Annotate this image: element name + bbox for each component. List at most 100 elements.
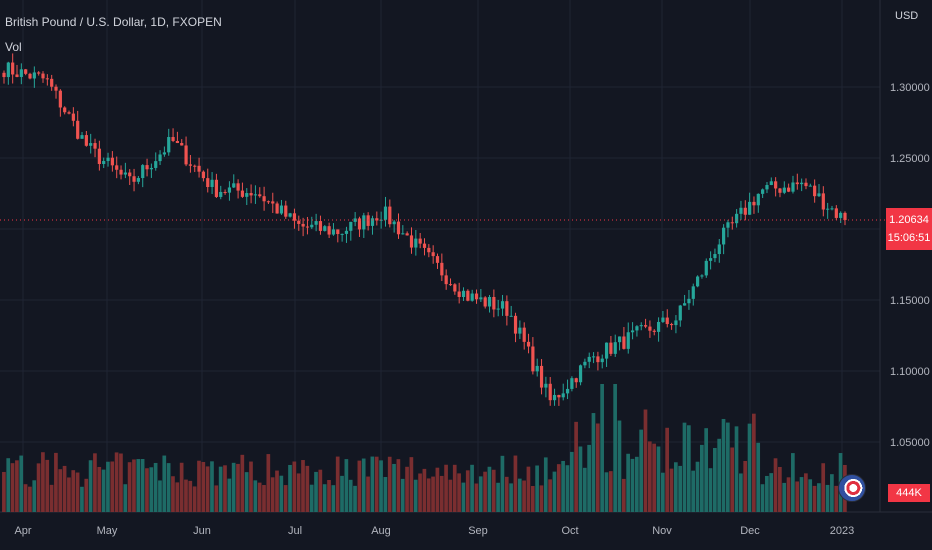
volume-bar bbox=[444, 464, 448, 512]
candle-body bbox=[32, 72, 36, 79]
candle-body bbox=[136, 178, 140, 182]
volume-bar bbox=[452, 464, 457, 512]
candle-body bbox=[717, 244, 721, 255]
candle-body bbox=[479, 297, 483, 300]
candle-body bbox=[50, 78, 54, 87]
volume-bar bbox=[418, 473, 422, 512]
us-flag-icon[interactable] bbox=[838, 474, 866, 502]
candle-body bbox=[622, 336, 626, 349]
volume-bar bbox=[171, 476, 175, 512]
candle-body bbox=[492, 296, 496, 310]
candle-body bbox=[713, 254, 717, 259]
volume-bar bbox=[283, 485, 288, 512]
candle-body bbox=[362, 215, 366, 230]
candle-body bbox=[548, 383, 552, 401]
candle-body bbox=[817, 193, 821, 197]
volume-bar bbox=[673, 462, 678, 512]
volume-bar bbox=[301, 460, 305, 512]
candle-body bbox=[141, 165, 145, 179]
x-tick-label: 2023 bbox=[830, 525, 854, 537]
candle-body bbox=[782, 187, 786, 193]
candle-body bbox=[271, 201, 275, 204]
candle-body bbox=[448, 284, 453, 286]
volume-bar bbox=[621, 478, 626, 512]
candle-body bbox=[331, 229, 336, 235]
candle-body bbox=[656, 321, 661, 332]
candle-body bbox=[93, 143, 97, 149]
candle-body bbox=[696, 276, 700, 287]
candle-body bbox=[184, 145, 188, 165]
candle-body bbox=[201, 171, 206, 179]
volume-bar bbox=[387, 456, 392, 512]
candle-body bbox=[596, 356, 600, 363]
volume-bar bbox=[370, 456, 375, 512]
x-tick-label: Dec bbox=[740, 525, 760, 537]
volume-bar bbox=[409, 457, 414, 512]
volume-bar bbox=[413, 479, 418, 512]
candle-body bbox=[175, 140, 180, 144]
candle-body bbox=[314, 221, 318, 225]
volume-bar bbox=[88, 460, 93, 512]
candle-body bbox=[344, 230, 349, 234]
candle-body bbox=[106, 157, 110, 162]
volume-bar bbox=[296, 473, 301, 512]
candle-body bbox=[232, 183, 236, 188]
candle-body bbox=[700, 275, 704, 277]
volume-bar bbox=[32, 480, 37, 512]
volume-bar bbox=[739, 473, 743, 512]
candle-body bbox=[570, 378, 574, 389]
volume-bar bbox=[175, 482, 180, 512]
bar-countdown: 15:06:51 bbox=[887, 232, 931, 244]
volume-bar bbox=[84, 478, 89, 512]
candle-body bbox=[279, 205, 284, 214]
volume-bar bbox=[465, 470, 470, 512]
candle-body bbox=[804, 182, 808, 187]
candle-body bbox=[600, 358, 604, 363]
candle-body bbox=[626, 332, 630, 349]
volume-bar bbox=[595, 423, 600, 512]
candle-body bbox=[193, 165, 197, 167]
volume-bar bbox=[353, 485, 357, 512]
x-tick-label: Sep bbox=[468, 525, 488, 537]
candle-body bbox=[236, 183, 240, 191]
volume-bar bbox=[322, 484, 327, 512]
volume-bar bbox=[266, 454, 271, 512]
volume-bar bbox=[630, 458, 635, 512]
volume-bar bbox=[106, 461, 110, 512]
volume-bar bbox=[340, 475, 344, 512]
candle-body bbox=[648, 326, 652, 331]
volume-bar bbox=[634, 456, 639, 512]
candle-body bbox=[440, 262, 444, 276]
candle-body bbox=[266, 201, 271, 203]
volume-bar bbox=[119, 453, 123, 512]
volume-bar bbox=[752, 413, 756, 512]
volume-bar bbox=[812, 485, 817, 512]
candle-body bbox=[461, 290, 466, 298]
volume-indicator-label[interactable]: Vol bbox=[5, 40, 22, 54]
candle-body bbox=[305, 226, 310, 228]
candle-body bbox=[2, 72, 6, 78]
candle-body bbox=[674, 320, 678, 326]
candle-body bbox=[444, 275, 448, 285]
candle-body bbox=[613, 342, 617, 354]
volume-bar bbox=[71, 470, 76, 512]
candle-body bbox=[704, 260, 708, 276]
volume-bar bbox=[565, 465, 570, 512]
volume-bar bbox=[179, 462, 184, 512]
volume-bar bbox=[383, 477, 388, 512]
candle-body bbox=[500, 301, 505, 309]
candle-body bbox=[466, 290, 470, 301]
candle-body bbox=[310, 224, 314, 228]
candle-body bbox=[357, 218, 362, 230]
volume-bar bbox=[19, 455, 24, 512]
volume-bar bbox=[231, 462, 236, 512]
volume-bar bbox=[543, 457, 548, 512]
candle-body bbox=[834, 208, 838, 218]
volume-bar bbox=[348, 479, 353, 512]
volume-bar bbox=[439, 475, 444, 512]
last-price-tag: 1.20634 15:06:51 bbox=[886, 208, 932, 250]
volume-bar bbox=[357, 460, 362, 512]
candle-body bbox=[6, 62, 10, 78]
candle-body bbox=[669, 324, 674, 326]
candle-body bbox=[830, 208, 834, 210]
